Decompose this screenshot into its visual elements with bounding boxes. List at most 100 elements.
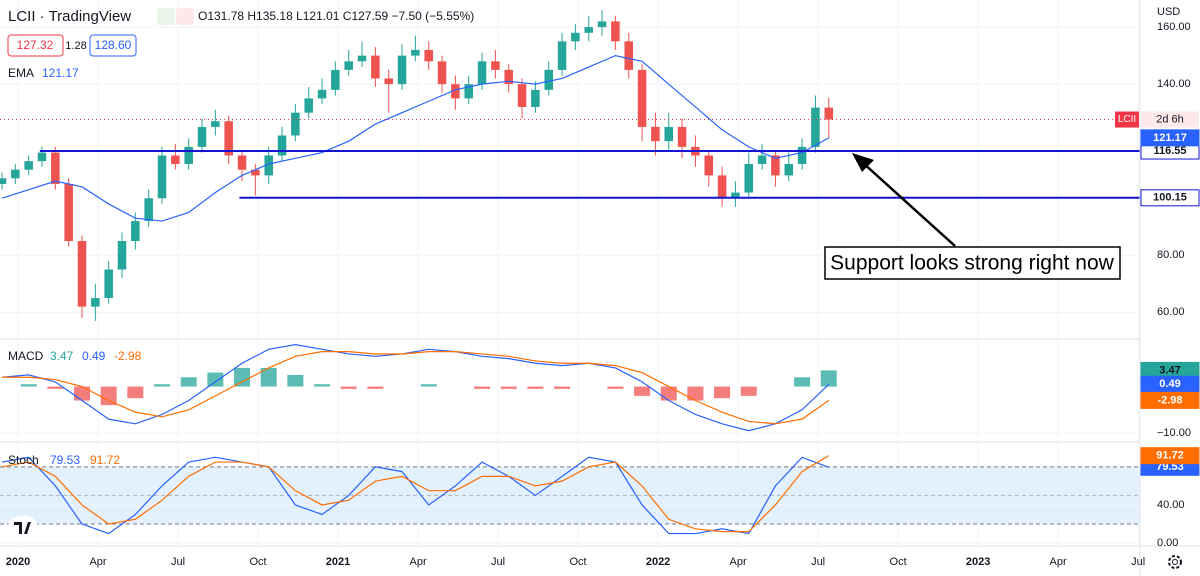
histogram-bar [607, 386, 624, 389]
legend-value: -2.98 [114, 349, 142, 363]
histogram-bar [740, 386, 757, 396]
arrow-head [852, 153, 874, 172]
histogram-bar [127, 386, 144, 399]
candle-body [304, 98, 313, 113]
candle-body [477, 61, 487, 85]
ohlc-values: O131.78 H135.18 L121.01 C127.59 −7.50 (−… [198, 9, 474, 23]
candle-body [24, 161, 33, 170]
candle-body [157, 155, 167, 199]
candle-body [357, 55, 367, 62]
histogram-bar [314, 384, 331, 387]
candle-body [451, 84, 460, 99]
histogram-bar [180, 377, 197, 387]
settings-icon[interactable] [1168, 555, 1182, 569]
last-tag-countdown: 2d 6h [1156, 113, 1184, 125]
histogram-bar [340, 386, 357, 389]
annotation-box [824, 246, 1121, 280]
histogram-bar [154, 384, 171, 387]
histogram-bar [474, 386, 491, 389]
x-tick-label: Apr [1050, 556, 1067, 568]
candle-body [637, 69, 647, 127]
candle-body [717, 175, 727, 199]
candle-body [331, 69, 340, 90]
icon[interactable] [176, 8, 194, 25]
candle-body [731, 192, 740, 199]
candle-body [464, 84, 473, 99]
candle-body [531, 89, 540, 107]
x-tick-label: Apr [409, 556, 426, 568]
y-tick-label: 160.00 [1157, 21, 1191, 33]
candle-body [37, 152, 47, 162]
histogram-bar [287, 374, 304, 387]
x-tick-label: Oct [570, 556, 587, 568]
histogram-bar [234, 367, 251, 387]
x-tick-label: Jul [1131, 556, 1145, 568]
candle-body [517, 84, 527, 107]
candle-body [677, 126, 687, 147]
price-tag-label: 91.72 [1156, 450, 1184, 462]
macd-line [2, 351, 830, 425]
bid-box[interactable] [7, 34, 64, 57]
candle-body [757, 155, 767, 165]
histogram-bar [554, 386, 571, 389]
candle-body [171, 155, 180, 165]
candle-body [411, 49, 420, 56]
candle-body [64, 183, 73, 242]
ema-line [1, 54, 830, 222]
candle-body [264, 155, 273, 176]
price-tag-label: 121.17 [1153, 132, 1187, 144]
candle-body [771, 155, 780, 176]
y-tick-label: −10.00 [1157, 427, 1191, 439]
candle-body [624, 41, 634, 70]
candle-body [344, 61, 353, 70]
indicator-title: Stoch [8, 453, 39, 467]
price-tag [1140, 447, 1200, 465]
x-tick-label: 2020 [6, 556, 30, 568]
histogram-bar [687, 386, 704, 401]
ema-label: EMA [8, 66, 34, 80]
candle-body [211, 121, 220, 127]
ask-box[interactable] [89, 34, 137, 57]
candle-body [664, 126, 674, 142]
legend-value: 79.53 [50, 453, 80, 467]
histogram-bar [794, 377, 811, 387]
x-tick-label: Apr [89, 556, 106, 568]
price-tag [1140, 189, 1200, 207]
macd-line [1, 344, 830, 432]
histogram-bar [820, 370, 837, 387]
candle-body [77, 241, 87, 307]
histogram-bar [660, 386, 677, 401]
x-tick-label: 2022 [646, 556, 670, 568]
symbol-title: LCII · TradingView [8, 8, 131, 25]
candle-body [651, 126, 660, 142]
ask: 128.60 [95, 38, 132, 52]
price-tag-label: 3.47 [1159, 364, 1180, 376]
histogram-bar [100, 386, 117, 406]
annotation-arrow [861, 161, 956, 247]
price-tag-label: 100.15 [1153, 192, 1187, 204]
candle-body [291, 112, 300, 136]
price-tag [1140, 391, 1200, 409]
candle-body [797, 146, 807, 165]
histogram-bar [207, 372, 224, 387]
x-tick-label: 2021 [326, 556, 350, 568]
y-tick-label: 80.00 [1157, 249, 1185, 261]
histogram-bar [47, 386, 64, 389]
candle-body [744, 164, 754, 193]
price-tag-label: 79.53 [1156, 461, 1184, 473]
candle-body [144, 198, 153, 222]
candle-body [611, 21, 620, 42]
marks [0, 9, 1140, 535]
candle-body [277, 135, 287, 156]
candle-body [237, 155, 247, 170]
overlay: 2020 Apr Jul Oct 2021 Apr Jul Oct 2022 Apr Jul Oct 2… [6, 21, 1200, 568]
candle-body [224, 121, 233, 156]
legend-value: 91.72 [90, 453, 120, 467]
histogram-bar [634, 386, 651, 396]
icon[interactable] [157, 8, 175, 25]
price-tag-label: 0.49 [1159, 378, 1180, 390]
price-tag-label: 116.55 [1153, 145, 1186, 157]
candle-body [384, 78, 393, 85]
currency[interactable]: USD [1157, 6, 1180, 18]
